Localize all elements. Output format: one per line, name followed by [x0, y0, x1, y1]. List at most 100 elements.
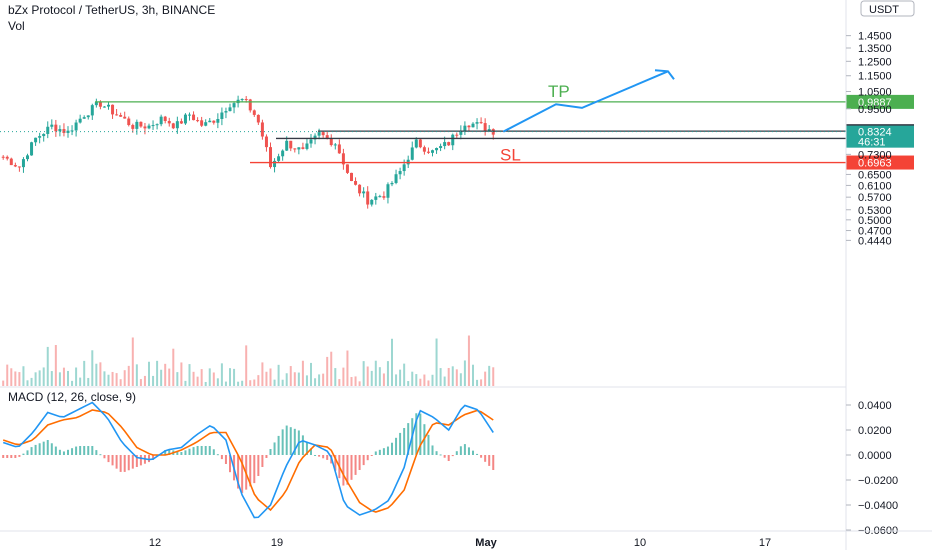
- volume-bar: [208, 368, 211, 386]
- macd-histogram-bar: [87, 446, 90, 455]
- volume-bar: [310, 362, 312, 386]
- macd-histogram-bar: [184, 450, 187, 455]
- macd-line: [2, 401, 494, 519]
- candle-body: [447, 142, 451, 146]
- macd-tick-label: −0.0200: [858, 475, 898, 487]
- candle-body: [435, 148, 439, 151]
- price-tick-label: 0.4700: [858, 226, 892, 238]
- price-tick-label: 0.5000: [858, 215, 892, 227]
- volume-bar: [26, 380, 29, 386]
- macd-histogram-bar: [119, 455, 122, 472]
- macd-histogram-bar: [188, 448, 191, 455]
- volume-bar: [38, 370, 41, 386]
- volume-bar: [391, 338, 393, 386]
- candle-body: [301, 147, 305, 149]
- macd-histogram-bar: [71, 448, 74, 455]
- candle-body: [366, 191, 370, 205]
- candle-body: [82, 117, 86, 119]
- volume-bar: [188, 364, 191, 386]
- candle-body: [248, 99, 252, 111]
- macd-histogram-bar: [131, 455, 134, 469]
- macd-histogram-bar: [176, 451, 179, 455]
- candle-body: [402, 164, 406, 172]
- macd-histogram-bar: [107, 455, 110, 463]
- candle-body: [354, 181, 358, 185]
- candle-body: [317, 132, 321, 136]
- macd-histogram-bar: [285, 425, 288, 455]
- candle-body: [30, 142, 34, 156]
- macd-histogram-bar: [310, 448, 312, 455]
- price-tick-label: 0.4440: [858, 235, 892, 247]
- volume-bar: [403, 363, 406, 386]
- candle-body: [42, 133, 46, 137]
- volume-bar: [139, 379, 142, 386]
- candle-body: [171, 123, 175, 129]
- volume-bar: [156, 360, 159, 386]
- volume-bar: [95, 363, 98, 386]
- candle-body: [86, 115, 90, 118]
- candle-body: [305, 143, 309, 149]
- candle-body: [269, 147, 272, 168]
- candle-body: [341, 153, 345, 165]
- volume-bar: [285, 373, 288, 386]
- candle-body: [208, 120, 212, 123]
- volume-bar: [265, 371, 268, 386]
- candle-body: [34, 137, 38, 143]
- macd-histogram-bar: [249, 455, 252, 487]
- time-axis[interactable]: 12 19 May 10 17: [0, 530, 932, 549]
- candle-body: [394, 174, 398, 183]
- level-price-tag[interactable]: [846, 155, 914, 170]
- candle-body: [252, 110, 256, 115]
- macd-histogram-bar: [378, 449, 381, 455]
- volume-bar: [14, 371, 17, 386]
- time-tick-label: 12: [149, 537, 161, 549]
- macd-histogram-bar: [374, 451, 377, 455]
- candle-body: [244, 99, 248, 101]
- volume-bar: [123, 370, 126, 386]
- volume-bar: [253, 379, 256, 386]
- macd-histogram-bar: [358, 455, 361, 470]
- candle-body: [451, 134, 455, 146]
- macd-histogram-bar: [277, 435, 280, 455]
- volume-bar: [233, 368, 236, 386]
- candle-body: [54, 124, 58, 132]
- candle-body: [13, 165, 17, 167]
- volume-bar: [220, 363, 223, 386]
- candle-body: [422, 147, 426, 152]
- macd-histogram-bar: [67, 449, 69, 455]
- projection-arrow[interactable]: [502, 69, 675, 133]
- candle-body: [479, 122, 483, 124]
- candle-body: [386, 184, 390, 198]
- candle-body: [131, 125, 135, 129]
- macd-histogram-bar: [305, 441, 308, 455]
- macd-histogram-bar: [10, 455, 13, 458]
- macd-histogram-bar: [443, 455, 446, 458]
- candle-body: [167, 120, 171, 124]
- macd-histogram-bar: [62, 451, 65, 455]
- volume-bar: [269, 368, 272, 386]
- macd-histogram-bar: [431, 445, 434, 455]
- projection-path[interactable]: [502, 70, 669, 133]
- macd-histogram-bar: [301, 435, 304, 455]
- macd-histogram-bar: [395, 437, 398, 455]
- macd-histogram-bar: [208, 446, 211, 455]
- macd-histogram-bar: [459, 446, 462, 455]
- volume-bar: [54, 345, 57, 386]
- macd-histogram-bar: [18, 455, 21, 457]
- volume-bar: [18, 372, 21, 386]
- macd-histogram-bar: [492, 455, 495, 470]
- candle-body: [285, 140, 289, 151]
- candle-body: [38, 136, 42, 138]
- volume-bar: [164, 363, 167, 386]
- volume-bar: [237, 381, 240, 386]
- candle-body: [183, 114, 187, 124]
- level-price-tag[interactable]: [846, 94, 914, 109]
- candle-body: [200, 120, 204, 126]
- current-price-tag[interactable]: [846, 125, 914, 148]
- price-tick-label: 0.6100: [858, 180, 892, 192]
- volume-bar: [472, 364, 474, 386]
- currency-badge-box[interactable]: [860, 0, 915, 17]
